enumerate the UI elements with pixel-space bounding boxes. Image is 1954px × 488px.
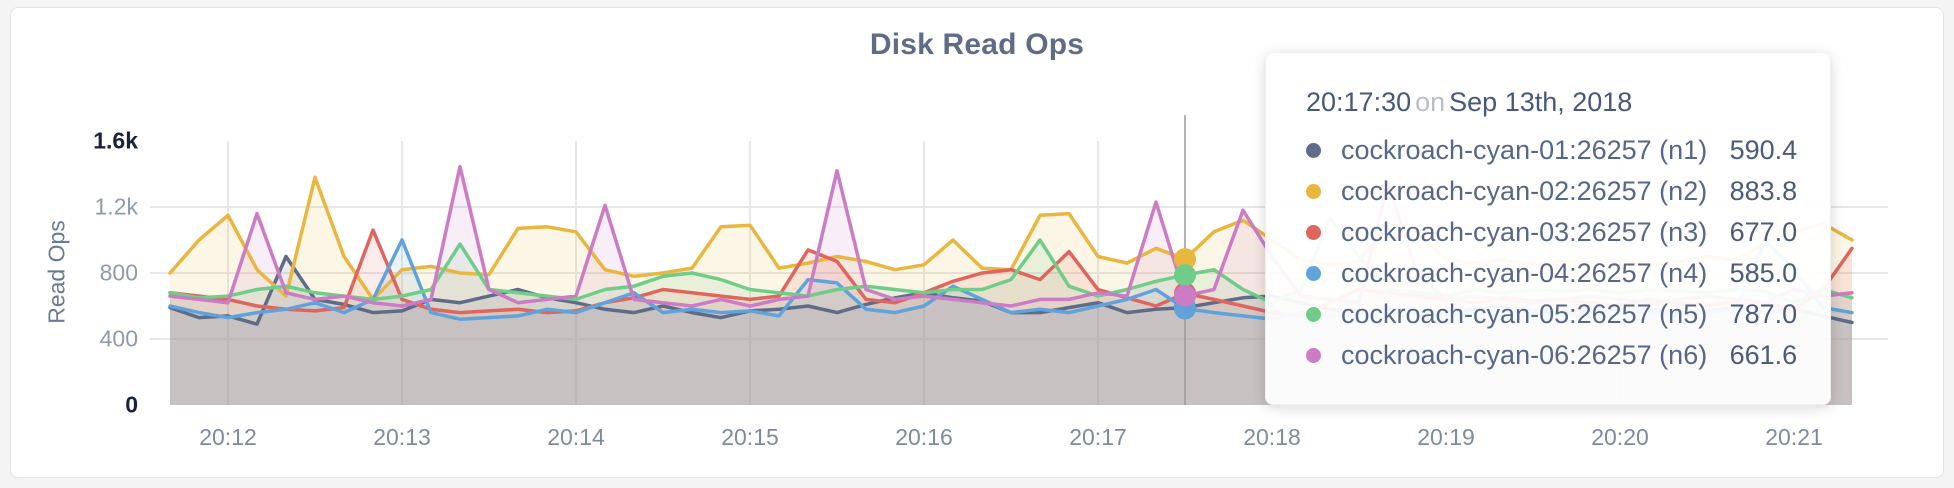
tooltip-series-label: cockroach-cyan-03:26257 (n3) bbox=[1341, 217, 1708, 247]
x-tick-label: 20:18 bbox=[1243, 424, 1301, 450]
tooltip-series-value: 677.0 bbox=[1729, 217, 1798, 247]
x-tick-label: 20:15 bbox=[721, 424, 779, 450]
series-color-dot-icon bbox=[1306, 348, 1321, 363]
tooltip-series-value: 661.6 bbox=[1729, 340, 1798, 370]
x-tick-label: 20:16 bbox=[895, 424, 953, 450]
chart-title: Disk Read Ops bbox=[869, 28, 1085, 61]
y-tick-label: 400 bbox=[99, 325, 138, 352]
tooltip-series-value: 883.8 bbox=[1729, 176, 1798, 206]
tooltip-date: Sep 13th, 2018 bbox=[1449, 87, 1633, 117]
series-color-dot-icon bbox=[1306, 143, 1321, 158]
tooltip-series-value: 585.0 bbox=[1729, 258, 1798, 288]
tooltip-header: 20:17:30 on Sep 13th, 2018 bbox=[1306, 87, 1790, 118]
y-tick-label: 1.2k bbox=[94, 193, 138, 220]
tooltip-row: cockroach-cyan-01:26257 (n1) 590.4 bbox=[1306, 130, 1797, 171]
x-tick-label: 20:12 bbox=[199, 424, 257, 450]
tooltip-row: cockroach-cyan-04:26257 (n4) 585.0 bbox=[1306, 253, 1797, 294]
tooltip-series-label: cockroach-cyan-02:26257 (n2) bbox=[1341, 176, 1708, 206]
x-tick-label: 20:13 bbox=[373, 424, 431, 450]
tooltip-row: cockroach-cyan-02:26257 (n2) 883.8 bbox=[1306, 171, 1797, 212]
tooltip-connector: on bbox=[1415, 87, 1446, 117]
chart-tooltip: 20:17:30 on Sep 13th, 2018 cockroach-cyan-… bbox=[1265, 52, 1831, 405]
series-color-dot-icon bbox=[1306, 266, 1321, 281]
x-tick-label: 20:17 bbox=[1069, 424, 1127, 450]
series-color-dot-icon bbox=[1306, 307, 1321, 322]
x-tick-label: 20:19 bbox=[1417, 424, 1475, 450]
tooltip-row: cockroach-cyan-06:26257 (n6) 661.6 bbox=[1306, 335, 1797, 376]
tooltip-series-value: 590.4 bbox=[1729, 135, 1798, 165]
y-tick-label: 800 bbox=[99, 259, 138, 286]
tooltip-series-value: 787.0 bbox=[1729, 299, 1798, 329]
tooltip-series-label: cockroach-cyan-04:26257 (n4) bbox=[1341, 258, 1708, 288]
tooltip-time: 20:17:30 bbox=[1306, 87, 1412, 117]
x-tick-label: 20:20 bbox=[1591, 424, 1649, 450]
x-tick-label: 20:14 bbox=[547, 424, 605, 450]
y-tick-label: 1.6k bbox=[93, 127, 138, 154]
tooltip-series-label: cockroach-cyan-01:26257 (n1) bbox=[1341, 135, 1708, 165]
tooltip-row: cockroach-cyan-05:26257 (n5) 787.0 bbox=[1306, 294, 1797, 335]
series-color-dot-icon bbox=[1306, 184, 1321, 199]
y-tick-label: 0 bbox=[125, 391, 138, 418]
tooltip-row: cockroach-cyan-03:26257 (n3) 677.0 bbox=[1306, 212, 1797, 253]
series-color-dot-icon bbox=[1306, 225, 1321, 240]
x-tick-label: 20:21 bbox=[1765, 424, 1823, 450]
tooltip-series-label: cockroach-cyan-06:26257 (n6) bbox=[1341, 340, 1708, 370]
tooltip-rows: cockroach-cyan-01:26257 (n1) 590.4 cockroa… bbox=[1306, 130, 1797, 376]
tooltip-series-label: cockroach-cyan-05:26257 (n5) bbox=[1341, 299, 1708, 329]
